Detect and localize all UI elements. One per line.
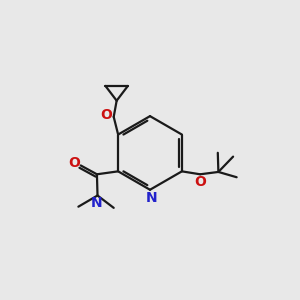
Text: N: N — [146, 191, 157, 205]
Text: N: N — [91, 196, 103, 210]
Text: O: O — [68, 156, 80, 170]
Text: O: O — [100, 108, 112, 122]
Text: O: O — [194, 175, 206, 189]
